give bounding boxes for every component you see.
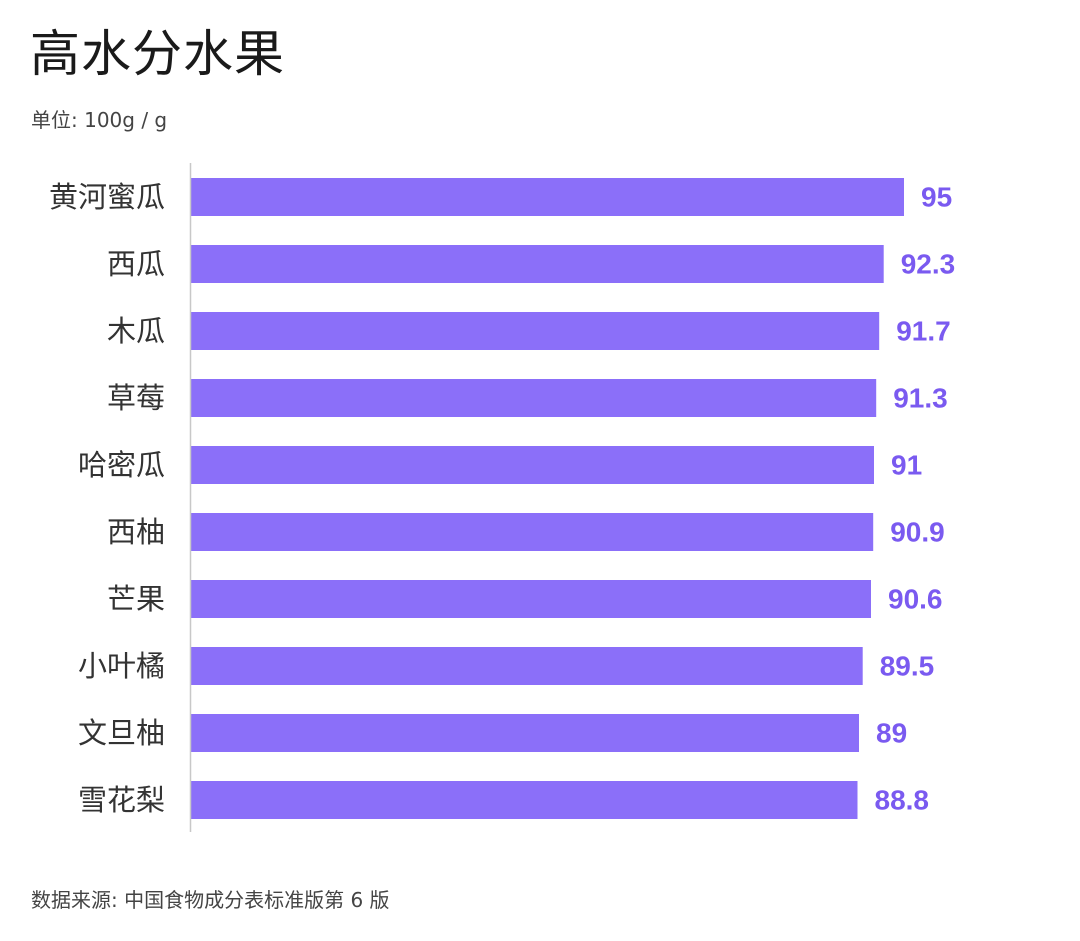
category-label: 文旦柚 bbox=[78, 716, 165, 750]
category-label: 哈密瓜 bbox=[78, 448, 165, 482]
bar-3 bbox=[191, 312, 880, 350]
value-label: 90.9 bbox=[890, 517, 945, 548]
bar-6 bbox=[191, 513, 874, 551]
bar-4 bbox=[191, 379, 877, 417]
value-label: 91.3 bbox=[893, 383, 948, 414]
bar-7 bbox=[191, 580, 871, 618]
category-label: 雪花梨 bbox=[78, 783, 165, 817]
bar-1 bbox=[191, 178, 904, 216]
data-source-note: 数据来源: 中国食物成分表标准版第 6 版 bbox=[31, 888, 390, 912]
value-label: 88.8 bbox=[875, 785, 930, 816]
category-label: 西柚 bbox=[107, 515, 165, 549]
value-label: 92.3 bbox=[901, 249, 956, 280]
category-label: 黄河蜜瓜 bbox=[49, 180, 165, 214]
bar-5 bbox=[191, 446, 874, 484]
value-label: 89.5 bbox=[880, 651, 935, 682]
category-label: 芒果 bbox=[107, 582, 165, 616]
bar-10 bbox=[191, 781, 858, 819]
chart-title: 高水分水果 bbox=[30, 25, 285, 83]
bar-9 bbox=[191, 714, 859, 752]
category-label: 草莓 bbox=[107, 381, 165, 415]
category-label: 西瓜 bbox=[107, 247, 165, 281]
value-label: 89 bbox=[876, 718, 907, 749]
value-label: 95 bbox=[921, 182, 952, 213]
bars-layer: 黄河蜜瓜 95 西瓜 92.3 木瓜 91.7 草莓 91.3 哈密瓜 91 西柚 90.9 芒果 90.… bbox=[49, 178, 955, 819]
value-label: 91 bbox=[891, 450, 922, 481]
category-label: 木瓜 bbox=[107, 314, 165, 348]
value-label: 90.6 bbox=[888, 584, 943, 615]
bar-2 bbox=[191, 245, 884, 283]
value-label: 91.7 bbox=[896, 316, 951, 347]
category-label: 小叶橘 bbox=[78, 649, 165, 683]
chart-subtitle-unit: 单位: 100g / g bbox=[31, 108, 168, 132]
bar-8 bbox=[191, 647, 863, 685]
